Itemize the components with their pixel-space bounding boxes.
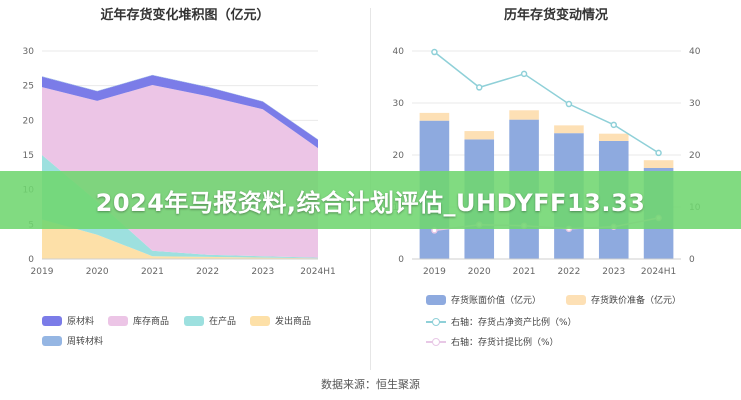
- y2-tick-label: 40: [689, 47, 701, 57]
- area-series: [42, 219, 318, 259]
- legend-item[interactable]: 原材料: [42, 314, 94, 327]
- bar: [419, 112, 450, 121]
- legend-swatch: [566, 294, 586, 305]
- legend-swatch: [184, 315, 204, 326]
- y2-tick-label: 20: [689, 151, 701, 161]
- right-legend: 存货账面价值（亿元） 存货跌价准备（亿元） 右轴：存货占净资产比例（%） 右轴：…: [426, 293, 736, 353]
- x-tick-label: 2021: [513, 267, 536, 277]
- legend-label: 存货跌价准备（亿元）: [591, 296, 682, 306]
- x-tick-label: 2020: [468, 267, 491, 277]
- x-tick-label: 2021: [141, 267, 164, 277]
- legend-swatch: [108, 315, 128, 326]
- y-tick-label: 40: [393, 47, 405, 57]
- legend-label: 库存商品: [133, 317, 170, 327]
- x-tick-label: 2022: [557, 267, 580, 277]
- area-series: [42, 75, 318, 149]
- x-tick-label: 2019: [423, 267, 446, 277]
- line-point: [476, 84, 483, 91]
- y2-tick-label: 30: [689, 99, 701, 109]
- legend-item[interactable]: 右轴：存货占净资产比例（%）: [426, 315, 577, 328]
- x-tick-label: 2023: [602, 267, 625, 277]
- y-tick-label: 0: [28, 255, 34, 265]
- legend-item[interactable]: 库存商品: [108, 314, 169, 327]
- area-series: [42, 155, 318, 259]
- y-tick-label: 20: [23, 116, 35, 126]
- legend-label: 发出商品: [275, 317, 312, 327]
- y-tick-label: 30: [23, 47, 35, 57]
- legend-item[interactable]: 发出商品: [250, 314, 311, 327]
- legend-item[interactable]: 周转材料: [42, 334, 103, 347]
- y-tick-label: 15: [23, 151, 34, 161]
- legend-label: 右轴：存货占净资产比例（%）: [451, 318, 577, 328]
- source-note: 数据来源：恒生聚源: [321, 378, 420, 391]
- legend-swatch: [42, 335, 62, 346]
- left-legend: 原材料 库存商品 在产品 发出商品 周转材料: [42, 314, 362, 354]
- legend-label: 右轴：存货计提比例（%）: [451, 338, 559, 348]
- bar: [643, 160, 674, 168]
- x-tick-label: 2022: [196, 267, 219, 277]
- bar: [554, 125, 584, 134]
- legend-swatch: [42, 315, 62, 326]
- right-chart-title: 历年存货变动情况: [503, 8, 608, 23]
- x-tick-label: 2020: [86, 267, 109, 277]
- bar: [464, 131, 495, 140]
- y-tick-label: 20: [393, 151, 405, 161]
- legend-item[interactable]: 在产品: [184, 314, 236, 327]
- legend-line-swatch: [426, 317, 446, 327]
- legend-label: 在产品: [209, 317, 237, 327]
- overlay-banner: 2024年马报资料,综合计划评估_UHDYFF13.33: [0, 171, 741, 229]
- x-tick-label: 2023: [251, 267, 274, 277]
- legend-item[interactable]: 存货账面价值（亿元）: [426, 293, 541, 306]
- legend-label: 存货账面价值（亿元）: [451, 296, 542, 306]
- line-point: [565, 100, 573, 108]
- legend-item[interactable]: 存货跌价准备（亿元）: [566, 293, 681, 306]
- y-tick-label: 30: [393, 99, 405, 109]
- line-point: [610, 121, 617, 129]
- bar: [598, 133, 629, 141]
- legend-label: 原材料: [67, 317, 95, 327]
- legend-label: 周转材料: [67, 337, 104, 347]
- overlay-banner-text: 2024年马报资料,综合计划评估_UHDYFF13.33: [95, 188, 646, 217]
- line-point: [520, 70, 528, 78]
- legend-swatch: [426, 294, 446, 305]
- legend-swatch: [250, 315, 270, 326]
- y-tick-label: 25: [23, 82, 34, 92]
- x-tick-label: 2019: [31, 267, 54, 277]
- line-point: [431, 48, 438, 56]
- bar-line-chart: 0102030400102030402019202020212022202320…: [393, 47, 701, 277]
- x-tick-label: 2024H1: [300, 267, 335, 277]
- line-point: [655, 149, 662, 157]
- stacked-area-chart: 051015202530201920202021202220232024H1: [23, 47, 336, 277]
- line-series: [433, 51, 659, 154]
- legend-line-swatch: [426, 337, 446, 347]
- legend-item[interactable]: 右轴：存货计提比例（%）: [426, 335, 559, 348]
- bar: [509, 110, 539, 120]
- y2-tick-label: 0: [689, 255, 695, 265]
- x-tick-label: 2024H1: [641, 267, 676, 277]
- y-tick-label: 0: [398, 255, 404, 265]
- left-chart-title: 近年存货变化堆积图（亿元）: [100, 8, 270, 23]
